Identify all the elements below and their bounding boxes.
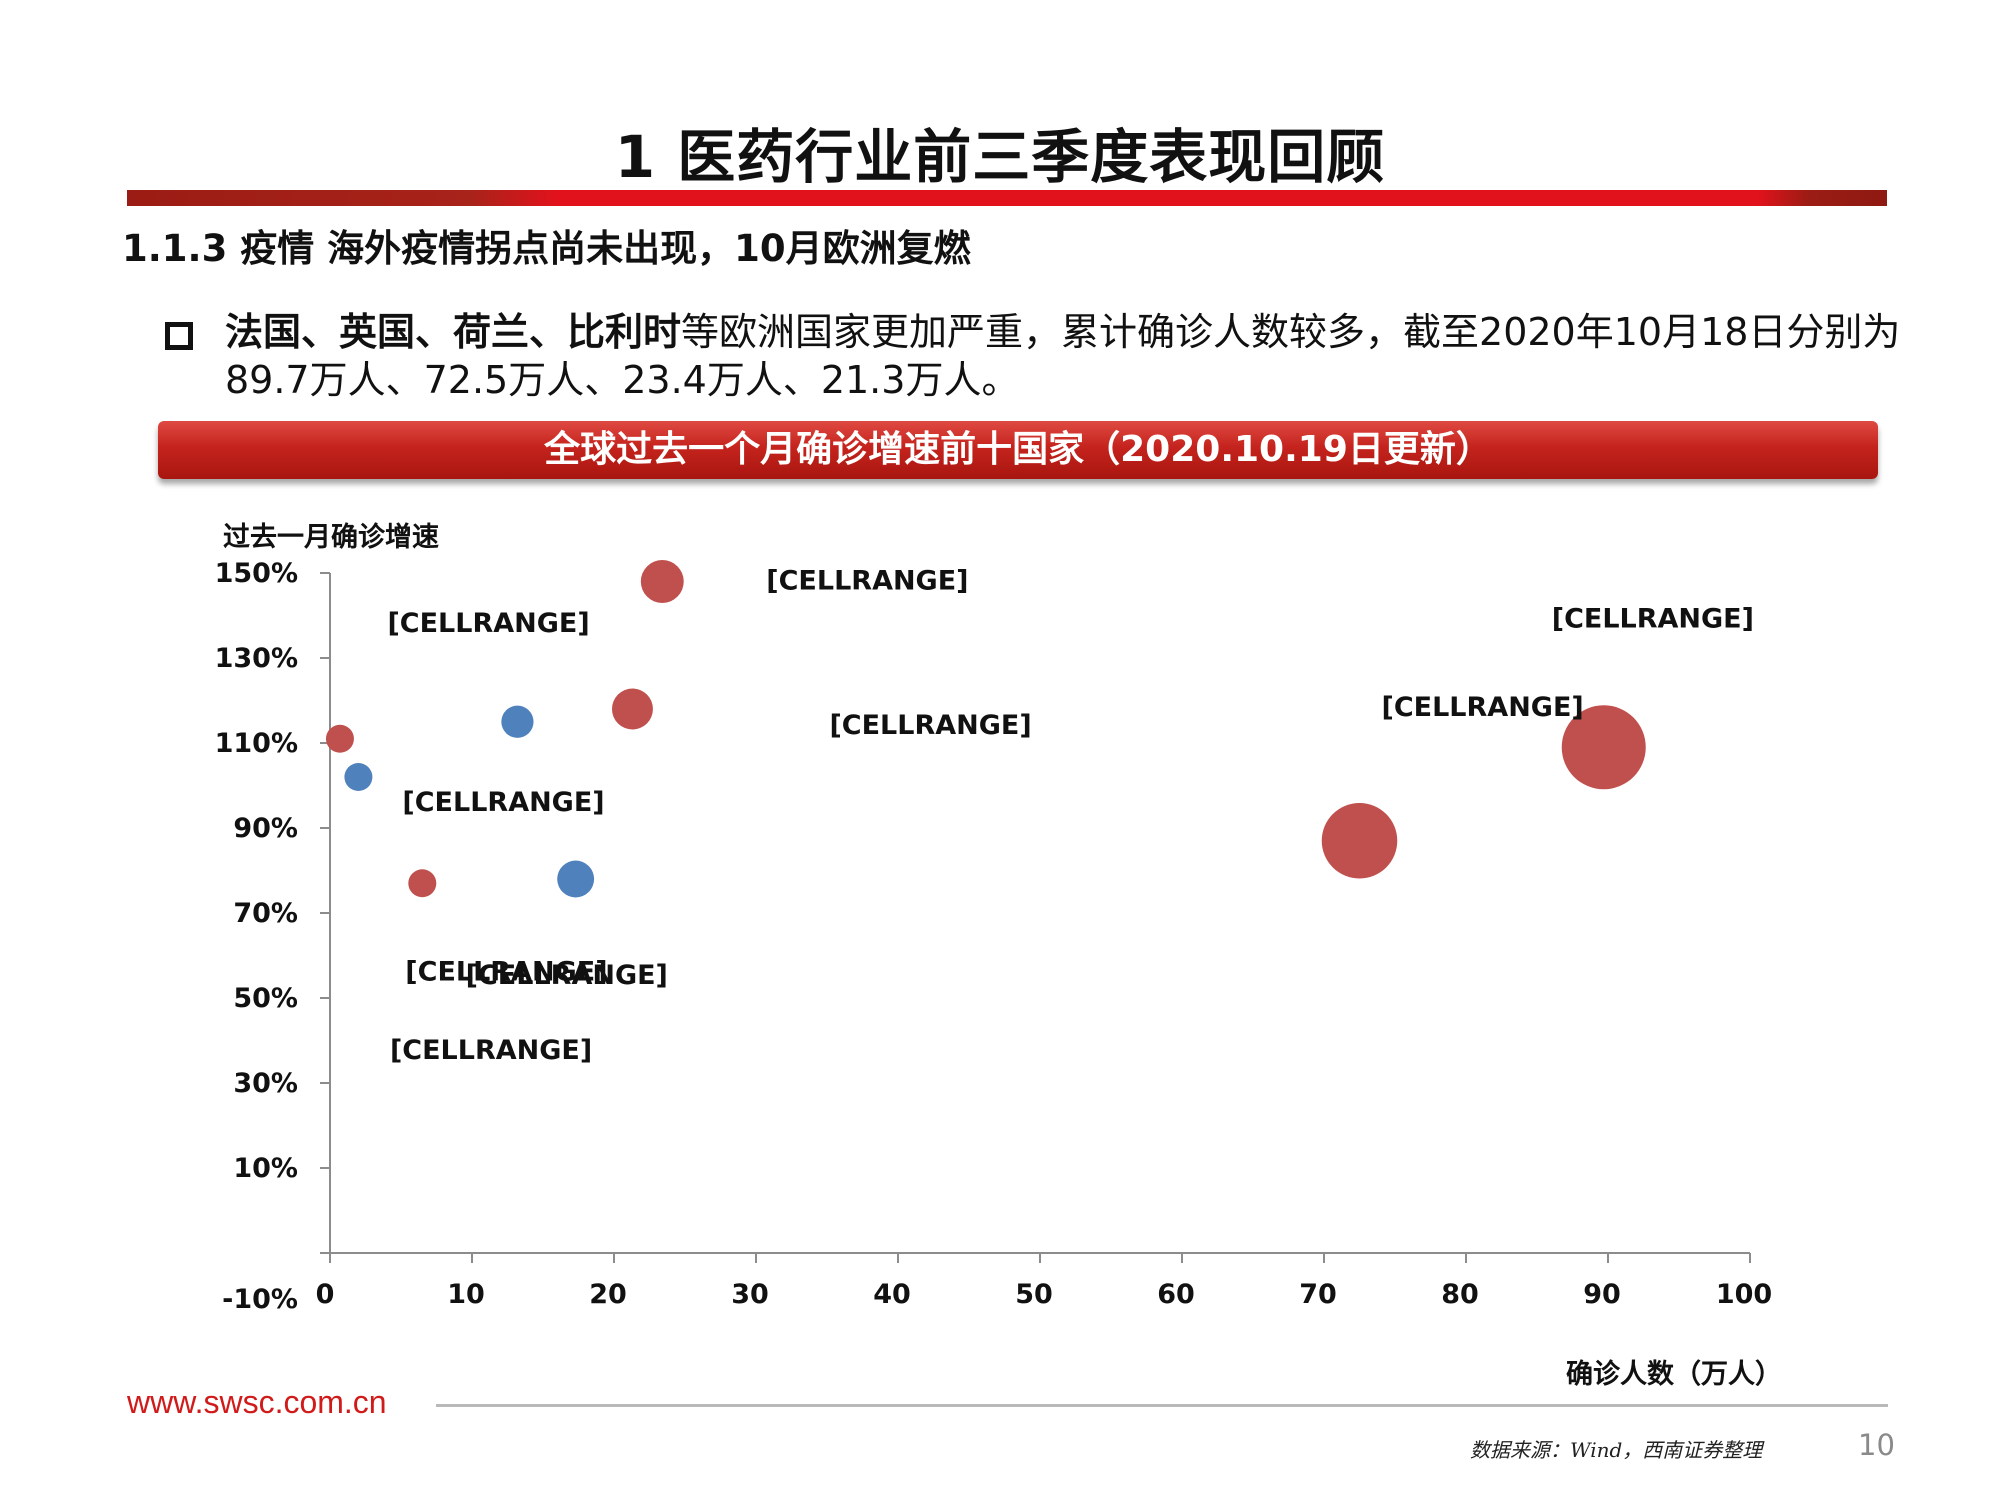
footer-website-link[interactable]: www.swsc.com.cn — [127, 1384, 387, 1420]
chart-bubbles — [325, 560, 1646, 898]
y-tick-label: 10% — [233, 1153, 298, 1184]
page-number: 10 — [1858, 1428, 1895, 1462]
x-tick-label: 100 — [1716, 1279, 1772, 1310]
bubble-data-label: [CELLRANGE] — [387, 608, 589, 639]
x-tick-label: 60 — [1157, 1279, 1195, 1310]
bubble-point — [640, 560, 684, 603]
title-underline-bar — [127, 190, 1887, 206]
bubble-point — [1321, 802, 1398, 879]
data-source-note: 数据来源：Wind，西南证券整理 — [1470, 1438, 1763, 1462]
x-tick-label: 80 — [1441, 1279, 1479, 1310]
bubble-point — [501, 705, 534, 738]
y-tick-label: 150% — [215, 558, 298, 589]
chart-axes: -10% 10% 30% 50% 70% 90% 110% 130% 150% 0 10 20 30 40… — [215, 558, 1773, 1315]
x-tick-label: 0 — [316, 1279, 335, 1310]
bubble-point — [408, 869, 437, 898]
chart-title-banner: 全球过去一个月确诊增速前十国家（2020.10.19日更新） — [158, 421, 1878, 479]
bubble-data-label: [CELLRANGE] — [829, 710, 1031, 741]
y-tick-label: -10% — [222, 1284, 298, 1315]
chart-point-labels: [CELLRANGE][CELLRANGE][CELLRANGE][CELLRA… — [387, 566, 1754, 1066]
x-tick-label: 40 — [873, 1279, 911, 1310]
bubble-data-label: [CELLRANGE] — [466, 960, 668, 991]
x-tick-label: 20 — [589, 1279, 627, 1310]
x-tick-label: 10 — [447, 1279, 485, 1310]
title-bar-accent-left — [127, 190, 557, 206]
page-title: 1 医药行业前三季度表现回顾 — [614, 123, 1386, 191]
bullet-bold-countries: 法国、英国、荷兰、比利时 — [225, 310, 682, 354]
x-tick-label: 30 — [731, 1279, 769, 1310]
y-tick-label: 30% — [233, 1068, 298, 1099]
bubble-data-label: [CELLRANGE] — [402, 787, 604, 818]
x-tick-label: 50 — [1015, 1279, 1053, 1310]
x-tick-label: 90 — [1583, 1279, 1621, 1310]
square-bullet-icon — [165, 322, 193, 350]
title-bar-accent-right — [1757, 190, 1887, 206]
bubble-point — [344, 763, 373, 791]
y-tick-label: 90% — [233, 813, 298, 844]
y-axis-title: 过去一月确诊增速 — [223, 521, 439, 553]
bullet-paragraph: 法国、英国、荷兰、比利时等欧洲国家更加严重，累计确诊人数较多，截至2020年10… — [225, 308, 1905, 404]
y-tick-label: 70% — [233, 898, 298, 929]
bullet-rest-text: 等欧洲国家更加严重，累计确诊人数较多，截至2020年10月18日分别为89.7万… — [225, 310, 1901, 402]
bubble-point — [1561, 705, 1646, 790]
y-tick-label: 50% — [233, 983, 298, 1014]
x-axis-title: 确诊人数（万人） — [1566, 1358, 1782, 1390]
y-tick-label: 110% — [215, 728, 298, 759]
bubble-point — [611, 688, 653, 730]
footer-divider — [436, 1404, 1888, 1407]
bubble-data-label: [CELLRANGE] — [766, 566, 968, 597]
bubble-point — [325, 724, 354, 753]
bubble-data-label: [CELLRANGE] — [1552, 603, 1754, 634]
section-heading: 1.1.3 疫情 海外疫情拐点尚未出现，10月欧洲复燃 — [122, 227, 971, 270]
bubble-data-label: [CELLRANGE] — [1382, 692, 1584, 723]
bubble-point — [557, 860, 595, 898]
y-tick-label: 130% — [215, 643, 298, 674]
bubble-data-label: [CELLRANGE] — [390, 1035, 592, 1066]
bubble-data-label: [CELLRANGE] — [405, 956, 607, 987]
x-tick-label: 70 — [1299, 1279, 1337, 1310]
